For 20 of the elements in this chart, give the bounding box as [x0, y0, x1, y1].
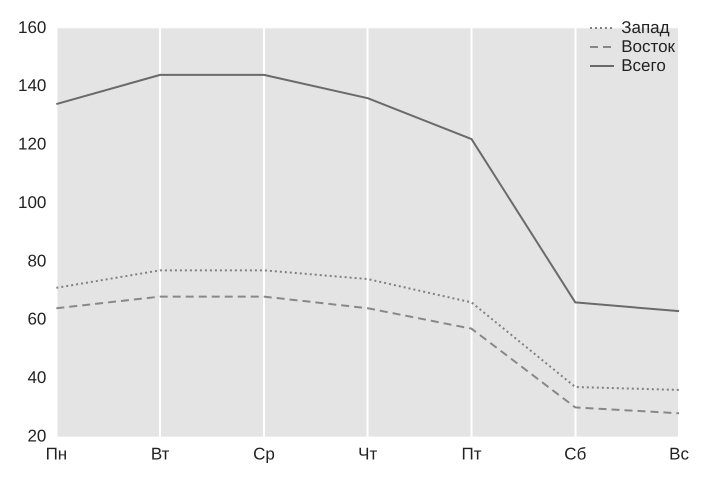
y-tick-label: 40 [27, 368, 46, 387]
y-tick-label: 100 [18, 192, 46, 212]
x-tick-label: Пн [46, 444, 68, 464]
x-tick-label: Вт [150, 444, 170, 464]
y-tick-label: 160 [18, 18, 46, 37]
x-tick-label: Чт [358, 444, 378, 464]
x-tick-label: Сб [564, 444, 587, 464]
x-tick-label: Пт [462, 444, 482, 464]
legend-label: Восток [621, 37, 675, 56]
y-tick-label: 80 [27, 251, 46, 270]
y-tick-label: 20 [27, 426, 46, 446]
y-tick-label: 60 [27, 310, 46, 329]
line-series [55, 269, 680, 391]
legend-label: Всего [621, 56, 666, 75]
y-tick-label: 140 [18, 76, 46, 96]
x-tick-label: Ср [253, 444, 275, 464]
line-series [55, 296, 680, 414]
legend-label: Запад [621, 18, 670, 37]
y-tick-label: 120 [18, 134, 46, 154]
x-tick-label: Вс [669, 444, 690, 464]
